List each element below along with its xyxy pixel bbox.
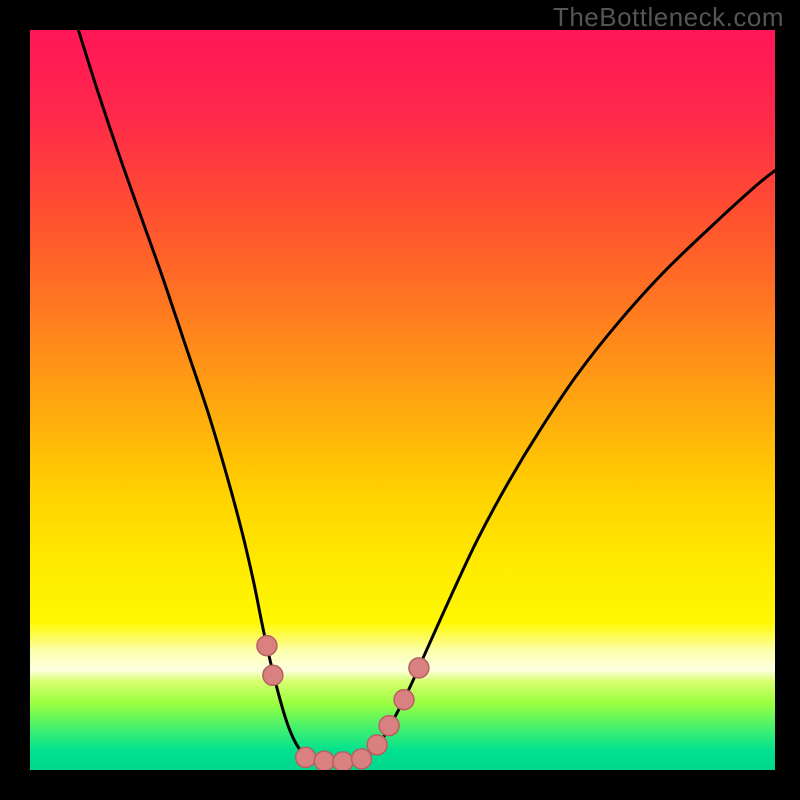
data-marker (263, 665, 283, 685)
data-marker (367, 735, 387, 755)
data-marker (409, 658, 429, 678)
data-marker (314, 751, 334, 770)
chart-svg (30, 30, 775, 770)
chart-background (30, 30, 775, 770)
data-marker (379, 716, 399, 736)
data-marker (333, 752, 353, 770)
bottleneck-chart (30, 30, 775, 770)
data-marker (257, 636, 277, 656)
data-marker (352, 749, 372, 769)
watermark-text: TheBottleneck.com (553, 2, 784, 33)
data-marker (394, 690, 414, 710)
data-marker (296, 747, 316, 767)
